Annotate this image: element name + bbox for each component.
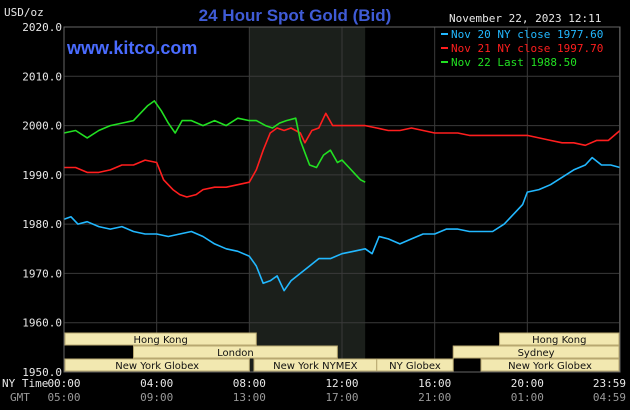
x-tick-label-gmt: 04:59 xyxy=(593,391,626,404)
x-tick-label-gmt: 17:00 xyxy=(325,391,358,404)
session-band: NY Globex xyxy=(376,358,454,372)
kitco-watermark: www.kitco.com xyxy=(66,38,197,58)
series-line-2 xyxy=(64,112,621,198)
x-tick-label-gmt: 09:00 xyxy=(140,391,173,404)
legend-entry: Nov 21 NY close 1997.70 xyxy=(451,42,603,55)
x-tick-label-ny: 08:00 xyxy=(233,377,266,390)
session-band-bar xyxy=(64,358,250,372)
session-band: New York NYMEX xyxy=(253,358,378,372)
session-band: Sydney xyxy=(452,345,620,359)
session-band-label: New York NYMEX xyxy=(273,361,358,372)
session-band-bar xyxy=(64,332,257,346)
y-tick-label: 1980.0 xyxy=(22,218,62,231)
x-tick-label-gmt: 01:00 xyxy=(511,391,544,404)
x-row-label-ny: NY Time xyxy=(2,377,48,390)
session-band-bar xyxy=(499,332,620,346)
legend-entry: Nov 22 Last 1988.50 xyxy=(451,56,577,69)
y-tick-label: 2020.0 xyxy=(22,21,62,34)
x-tick-label-gmt: 21:00 xyxy=(418,391,451,404)
session-band-label: Hong Kong xyxy=(532,335,586,346)
x-tick-label-ny: 16:00 xyxy=(418,377,451,390)
session-band-bar xyxy=(452,345,620,359)
x-row-label-gmt: GMT xyxy=(10,391,30,404)
x-tick-label-ny: 20:00 xyxy=(511,377,544,390)
price-lines xyxy=(63,100,621,292)
session-band-label: Hong Kong xyxy=(133,335,187,346)
x-tick-label-gmt: 05:00 xyxy=(47,391,80,404)
y-tick-label: 1950.0 xyxy=(22,366,62,379)
y-axis-unit-label: USD/oz xyxy=(4,6,44,19)
series-line-1 xyxy=(63,156,621,292)
x-tick-label-ny: 23:59 xyxy=(593,377,626,390)
y-axis-ticks: 2020.0 2010.0 2000.0 1990.0 1980.0 1970.0 1960… xyxy=(22,21,62,379)
session-band: London xyxy=(133,345,338,359)
market-session-bands: Hong Kong Hong Kong London Sydney New York G… xyxy=(64,332,620,372)
y-tick-label: 1990.0 xyxy=(22,169,62,182)
chart-title: 24 Hour Spot Gold (Bid) xyxy=(199,6,392,25)
session-band-label: New York Globex xyxy=(508,361,592,372)
x-tick-label-ny: 00:00 xyxy=(47,377,80,390)
legend-entry: Nov 20 NY close 1977.60 xyxy=(451,28,603,41)
y-tick-label: 2000.0 xyxy=(22,120,62,133)
y-tick-label: 1960.0 xyxy=(22,317,62,330)
session-band-bar xyxy=(480,358,620,372)
series-line-3 xyxy=(63,100,366,183)
x-tick-label-gmt: 13:00 xyxy=(233,391,266,404)
session-band-bar xyxy=(376,358,454,372)
session-band-bar xyxy=(133,345,338,359)
nymex-session-highlight xyxy=(249,27,366,372)
y-tick-label: 2010.0 xyxy=(22,70,62,83)
session-band-label: New York Globex xyxy=(115,361,199,372)
session-band: New York Globex xyxy=(64,358,250,372)
timestamp: November 22, 2023 12:11 xyxy=(449,12,601,25)
x-tick-label-ny: 04:00 xyxy=(140,377,173,390)
session-band-label: NY Globex xyxy=(389,361,441,372)
x-tick-label-ny: 12:00 xyxy=(325,377,358,390)
session-band: Hong Kong xyxy=(64,332,257,346)
plot-border xyxy=(63,26,621,373)
session-band-label: Sydney xyxy=(518,348,555,359)
session-band-label: London xyxy=(217,348,254,359)
y-tick-label: 1970.0 xyxy=(22,267,62,280)
session-band: Hong Kong xyxy=(499,332,620,346)
session-band: New York Globex xyxy=(480,358,620,372)
